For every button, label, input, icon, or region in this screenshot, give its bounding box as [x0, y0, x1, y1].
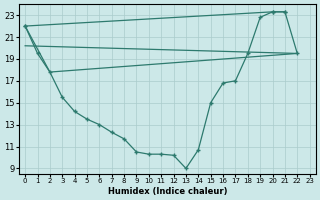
- X-axis label: Humidex (Indice chaleur): Humidex (Indice chaleur): [108, 187, 227, 196]
